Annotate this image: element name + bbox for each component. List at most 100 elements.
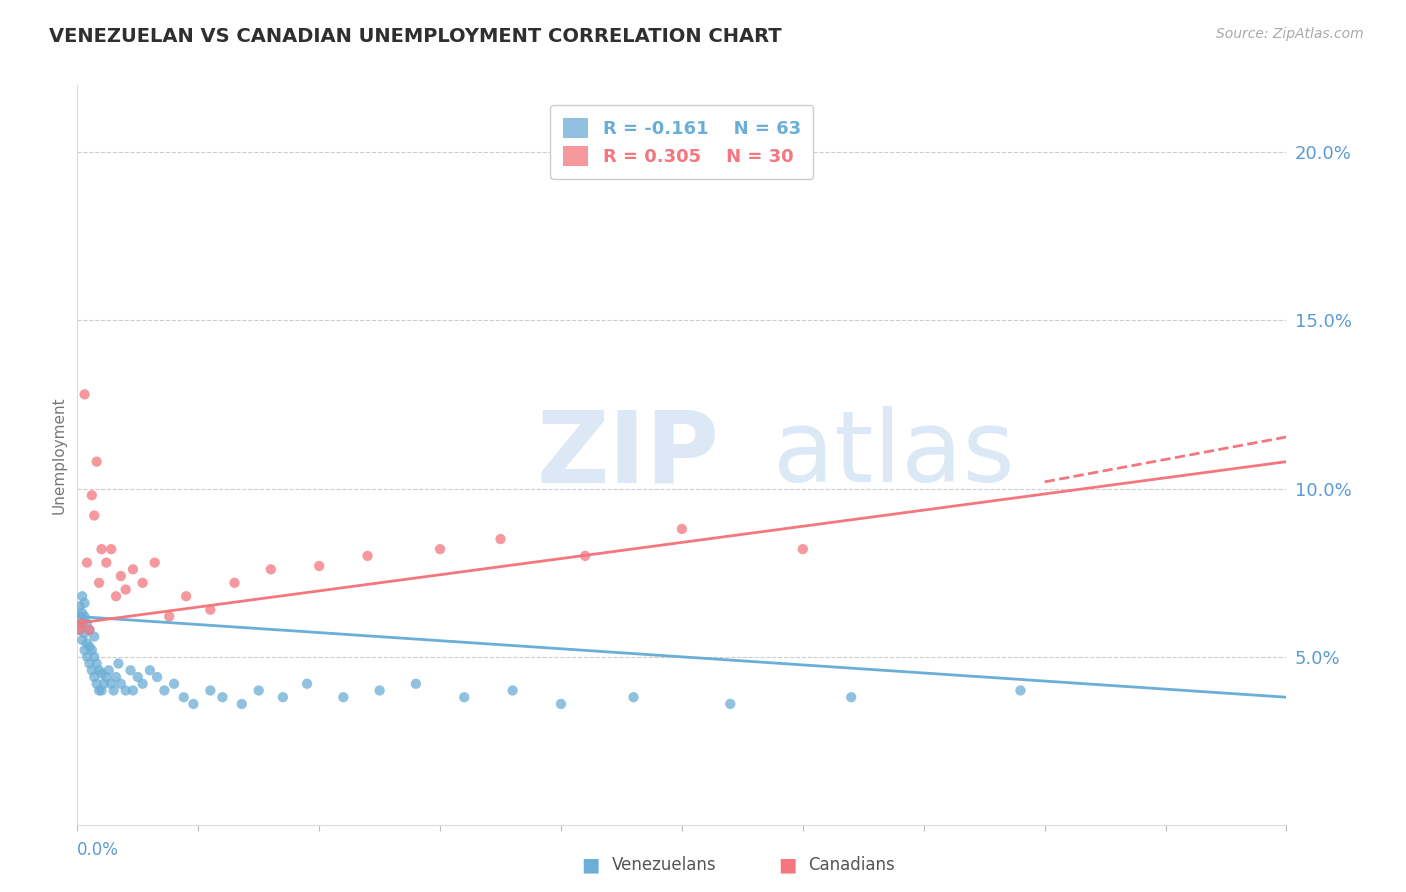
Point <box>231 697 253 711</box>
Text: ■: ■ <box>778 855 797 875</box>
Point <box>453 690 475 705</box>
Point <box>79 640 101 654</box>
Point <box>173 690 195 705</box>
Point <box>107 657 129 671</box>
Point <box>70 616 93 631</box>
Point <box>69 623 91 637</box>
Point <box>86 455 108 469</box>
Point <box>83 649 105 664</box>
Point <box>97 663 120 677</box>
Point <box>87 663 110 677</box>
Point <box>211 690 233 705</box>
Point <box>332 690 354 705</box>
Point <box>80 663 103 677</box>
Point <box>139 663 162 677</box>
Point <box>70 589 93 603</box>
Point <box>105 589 128 603</box>
Point <box>80 488 103 502</box>
Point <box>271 690 294 705</box>
Point <box>429 542 451 557</box>
Point <box>100 542 122 557</box>
Point <box>90 666 112 681</box>
Text: atlas: atlas <box>773 407 1014 503</box>
Point <box>110 569 132 583</box>
Point <box>671 522 693 536</box>
Point <box>623 690 645 705</box>
Point <box>163 677 186 691</box>
Point <box>73 643 96 657</box>
Point <box>153 683 176 698</box>
Point <box>76 556 98 570</box>
Point <box>69 609 91 624</box>
Point <box>83 508 105 523</box>
Point <box>405 677 427 691</box>
Point <box>86 657 108 671</box>
Point <box>295 677 318 691</box>
Point <box>183 697 205 711</box>
Point <box>83 670 105 684</box>
Y-axis label: Unemployment: Unemployment <box>51 396 66 514</box>
Point <box>79 623 101 637</box>
Point <box>80 643 103 657</box>
Text: Venezuelans: Venezuelans <box>612 856 716 874</box>
Point <box>70 606 93 620</box>
Point <box>718 697 741 711</box>
Point <box>174 589 197 603</box>
Point <box>574 549 596 563</box>
Point <box>70 616 93 631</box>
Point <box>146 670 169 684</box>
Point <box>224 575 246 590</box>
Point <box>73 626 96 640</box>
Text: ZIP: ZIP <box>537 407 720 503</box>
Point <box>87 575 110 590</box>
Point <box>79 657 101 671</box>
Point <box>489 532 512 546</box>
Point <box>839 690 862 705</box>
Point <box>76 636 98 650</box>
Point <box>127 670 149 684</box>
Point <box>73 387 96 401</box>
Point <box>103 683 125 698</box>
Text: 0.0%: 0.0% <box>77 841 120 859</box>
Point <box>114 683 136 698</box>
Point <box>122 683 145 698</box>
Point <box>73 596 96 610</box>
Point <box>260 562 283 576</box>
Point <box>110 677 132 691</box>
Point <box>157 609 180 624</box>
Point <box>247 683 270 698</box>
Point <box>100 677 122 691</box>
Point <box>90 683 112 698</box>
Point <box>73 609 96 624</box>
Point <box>83 630 105 644</box>
Point <box>200 603 222 617</box>
Point <box>96 556 118 570</box>
Point <box>69 623 91 637</box>
Point <box>76 649 98 664</box>
Point <box>368 683 391 698</box>
Point <box>502 683 524 698</box>
Point <box>87 683 110 698</box>
Point <box>105 670 128 684</box>
Point <box>93 677 115 691</box>
Point <box>356 549 378 563</box>
Point <box>1010 683 1032 698</box>
Text: Source: ZipAtlas.com: Source: ZipAtlas.com <box>1216 27 1364 41</box>
Point <box>550 697 572 711</box>
Legend: R = -0.161    N = 63, R = 0.305    N = 30: R = -0.161 N = 63, R = 0.305 N = 30 <box>550 105 814 179</box>
Point <box>90 542 112 557</box>
Point <box>122 562 145 576</box>
Text: VENEZUELAN VS CANADIAN UNEMPLOYMENT CORRELATION CHART: VENEZUELAN VS CANADIAN UNEMPLOYMENT CORR… <box>49 27 782 45</box>
Point <box>120 663 142 677</box>
Point <box>131 677 153 691</box>
Point <box>792 542 814 557</box>
Point <box>200 683 222 698</box>
Point <box>96 670 118 684</box>
Point <box>76 616 98 631</box>
Point <box>114 582 136 597</box>
Point <box>69 599 91 614</box>
Point <box>308 558 330 574</box>
Point <box>70 633 93 648</box>
Point <box>79 623 101 637</box>
Point <box>143 556 166 570</box>
